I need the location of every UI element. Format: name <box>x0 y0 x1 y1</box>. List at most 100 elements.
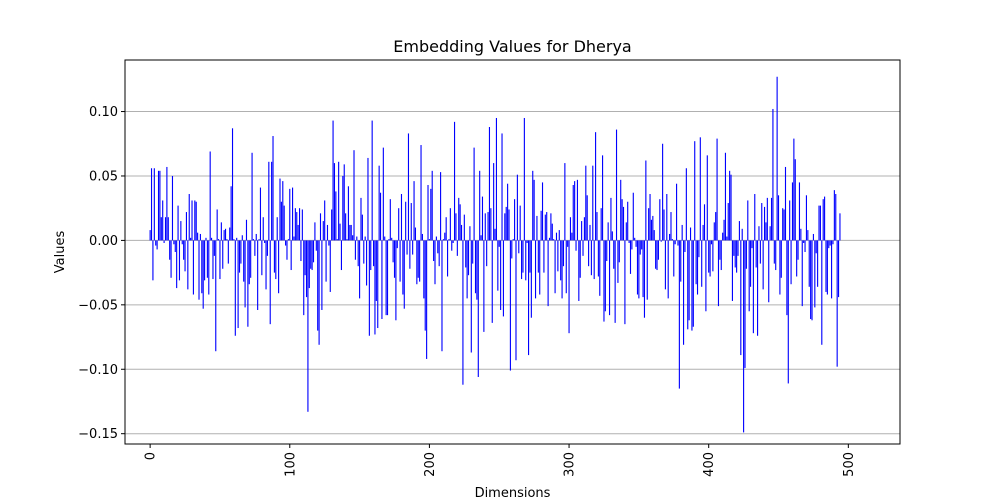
bar <box>615 129 618 241</box>
bar <box>780 240 782 278</box>
bar <box>649 194 651 241</box>
bar <box>393 240 396 278</box>
bar <box>223 230 225 241</box>
bar <box>233 239 235 241</box>
bar <box>522 240 524 273</box>
bar <box>765 222 767 241</box>
bar <box>169 240 171 260</box>
bar <box>262 217 264 241</box>
bar <box>227 240 229 264</box>
plot-frame <box>124 59 901 445</box>
bar <box>695 240 697 285</box>
bar <box>230 186 232 241</box>
bar <box>153 168 155 241</box>
bar <box>550 213 552 241</box>
bar <box>519 205 521 241</box>
x-tick-label: 500 <box>842 452 857 477</box>
bar <box>336 239 338 241</box>
bar <box>156 240 158 250</box>
bar <box>807 230 809 241</box>
bar <box>382 147 384 241</box>
bar <box>810 240 812 320</box>
bar <box>523 117 525 241</box>
bar <box>377 240 379 329</box>
bar <box>353 150 355 241</box>
bar <box>804 240 806 252</box>
bar <box>437 240 439 254</box>
bar <box>322 221 324 241</box>
bar <box>502 240 504 317</box>
bar <box>463 214 465 241</box>
bar <box>581 221 583 241</box>
x-tick-label: 100 <box>283 452 298 477</box>
bar <box>259 187 262 241</box>
bar <box>371 120 373 241</box>
bar <box>470 240 472 353</box>
bar <box>768 240 770 303</box>
bar <box>480 235 482 241</box>
bar <box>290 240 292 271</box>
bar <box>759 240 761 264</box>
bar <box>399 240 401 282</box>
bar <box>279 178 281 241</box>
bar <box>219 240 221 280</box>
bar <box>469 226 471 241</box>
bar <box>671 239 673 241</box>
bar <box>775 240 777 271</box>
bar <box>553 239 555 241</box>
bar <box>734 240 736 268</box>
bar <box>684 240 686 252</box>
bar <box>428 239 430 241</box>
bar <box>613 240 615 269</box>
bar <box>751 240 753 249</box>
bar <box>150 168 153 241</box>
bar <box>839 213 841 241</box>
bar <box>710 240 713 245</box>
bar <box>657 240 659 260</box>
bar <box>265 240 267 290</box>
bar <box>258 239 260 241</box>
bar <box>529 240 531 273</box>
bar <box>278 240 280 294</box>
bar <box>493 163 495 241</box>
bar <box>532 170 534 241</box>
bar <box>421 233 423 241</box>
bar <box>634 237 636 241</box>
bar <box>617 240 619 283</box>
x-tick-label: 400 <box>702 452 717 477</box>
bar <box>392 240 394 263</box>
bar <box>720 240 722 271</box>
bar <box>338 161 340 241</box>
bar <box>199 233 201 241</box>
x-tick-label: 300 <box>563 452 578 477</box>
bar <box>546 212 548 241</box>
bar <box>311 240 313 271</box>
bar <box>378 165 380 241</box>
bar <box>192 240 194 295</box>
bar <box>498 240 500 247</box>
bar <box>618 240 620 263</box>
bar <box>400 194 403 241</box>
bar <box>571 232 573 241</box>
bar <box>539 240 541 295</box>
bar <box>268 161 270 241</box>
bar <box>481 196 484 241</box>
bar <box>292 187 294 241</box>
bar <box>526 240 528 243</box>
bar <box>224 228 227 241</box>
bar <box>773 240 775 264</box>
bar <box>375 240 377 301</box>
bar <box>737 240 739 256</box>
bar <box>398 208 400 241</box>
bar <box>758 226 760 241</box>
bar <box>589 224 591 241</box>
bar <box>238 240 241 273</box>
bar <box>829 240 831 246</box>
bar <box>188 194 190 241</box>
bar <box>364 236 366 241</box>
bar <box>632 192 634 241</box>
bar <box>701 240 703 287</box>
bar <box>245 219 248 241</box>
bar <box>600 208 602 241</box>
